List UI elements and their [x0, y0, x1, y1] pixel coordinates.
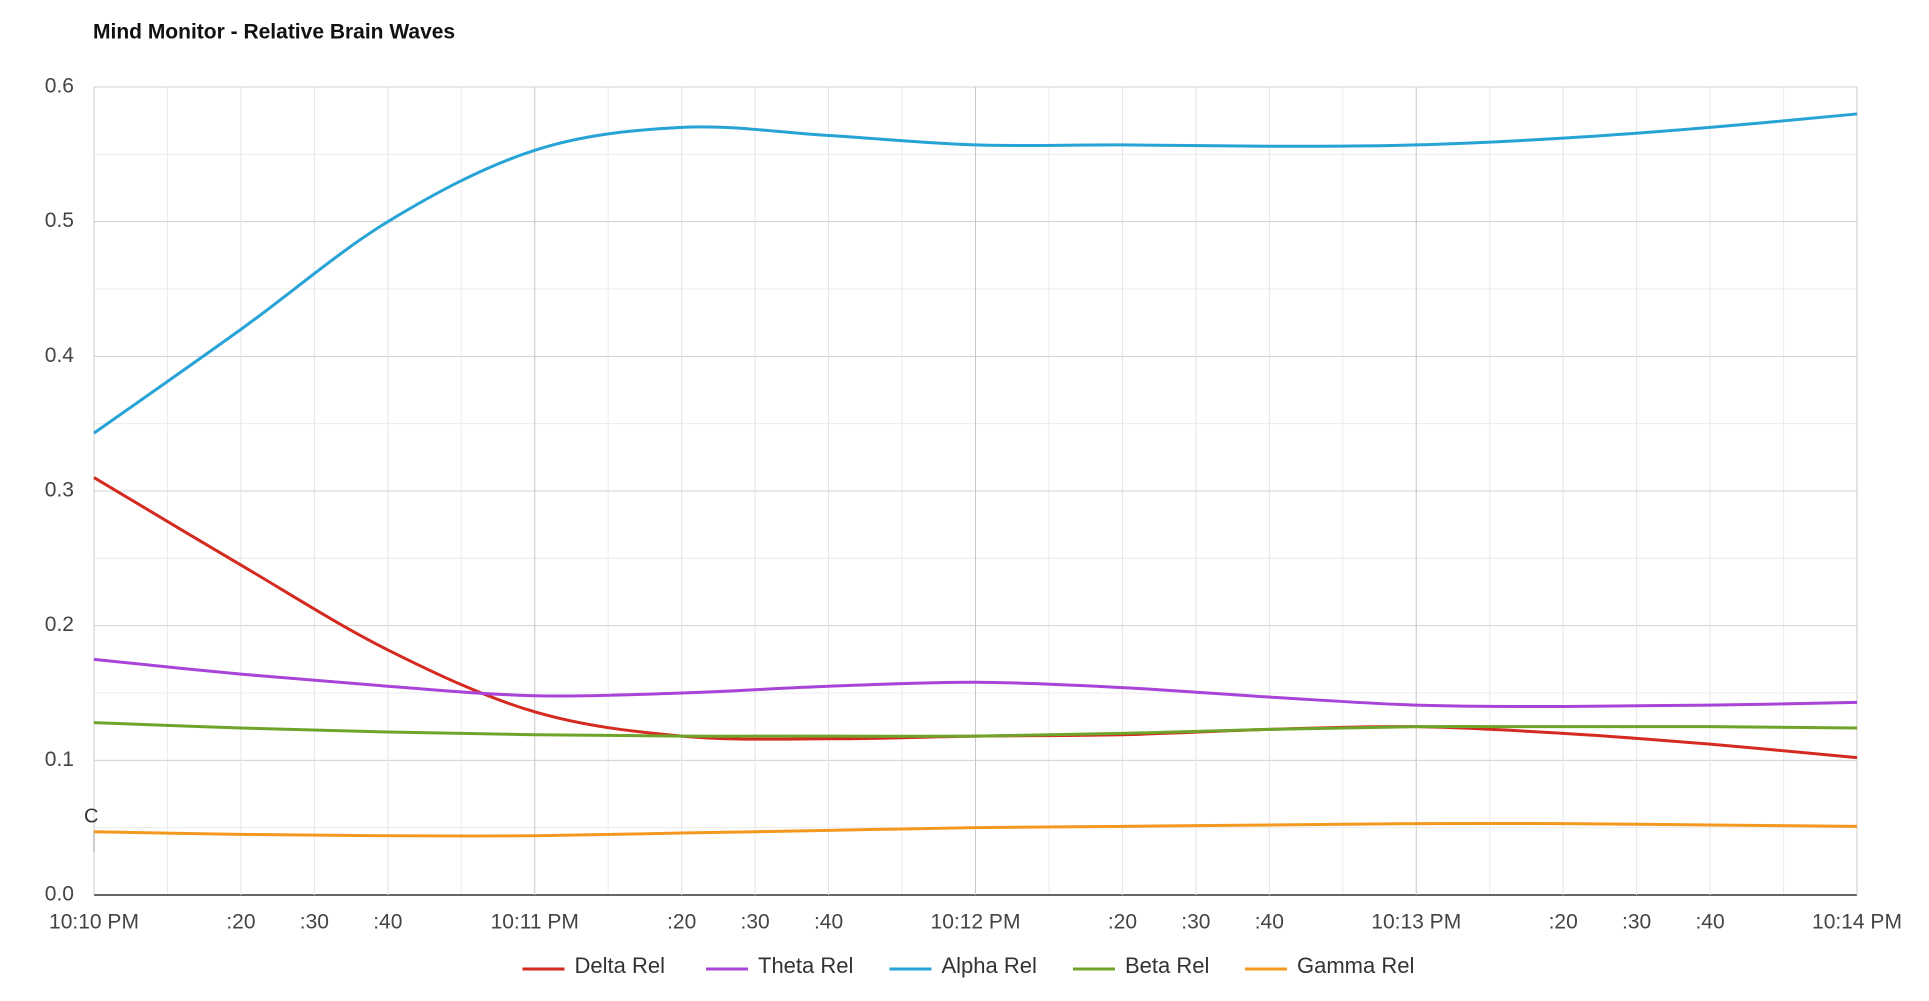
x-tick-label: :30: [1622, 911, 1651, 934]
y-tick-label: 0.2: [45, 613, 74, 636]
y-tick-label: 0.0: [45, 883, 74, 906]
y-tick-label: 0.3: [45, 479, 74, 502]
data-line: [93, 112, 1858, 435]
data-line: [93, 721, 1858, 738]
x-tick-label: :20: [1108, 911, 1137, 934]
chart-title: Mind Monitor - Relative Brain Waves: [93, 21, 455, 44]
x-tick-label: 10:10 PM: [49, 911, 139, 934]
x-tick-label: 10:11 PM: [491, 911, 579, 934]
x-tick-label: :20: [226, 911, 255, 934]
x-tick-label: 10:13 PM: [1371, 911, 1461, 934]
x-tick-label: :40: [814, 911, 843, 934]
legend-label: Delta Rel: [575, 953, 665, 978]
data-line: [93, 821, 1858, 838]
y-tick-label: 0.1: [45, 748, 74, 771]
data-line: [93, 657, 1858, 708]
legend-label: Alpha Rel: [942, 953, 1037, 978]
x-tick-label: :30: [300, 911, 329, 934]
y-tick-label: 0.6: [45, 75, 74, 98]
x-tick-label: :30: [741, 911, 770, 934]
x-tick-label: :30: [1181, 911, 1210, 934]
legend-label: Theta Rel: [758, 953, 853, 978]
x-tick-label: :40: [1255, 911, 1284, 934]
annotation: C: [84, 805, 98, 827]
legend-label: Beta Rel: [1125, 953, 1209, 978]
x-tick-label: :40: [373, 911, 402, 934]
x-tick-label: 10:12 PM: [931, 911, 1021, 934]
x-tick-label: :20: [667, 911, 696, 934]
x-tick-label: :40: [1695, 911, 1724, 934]
x-tick-label: 10:14 PM: [1812, 911, 1902, 934]
y-tick-label: 0.4: [45, 344, 75, 367]
x-tick-label: :20: [1549, 911, 1578, 934]
y-tick-label: 0.5: [45, 209, 74, 232]
legend-label: Gamma Rel: [1297, 953, 1414, 978]
